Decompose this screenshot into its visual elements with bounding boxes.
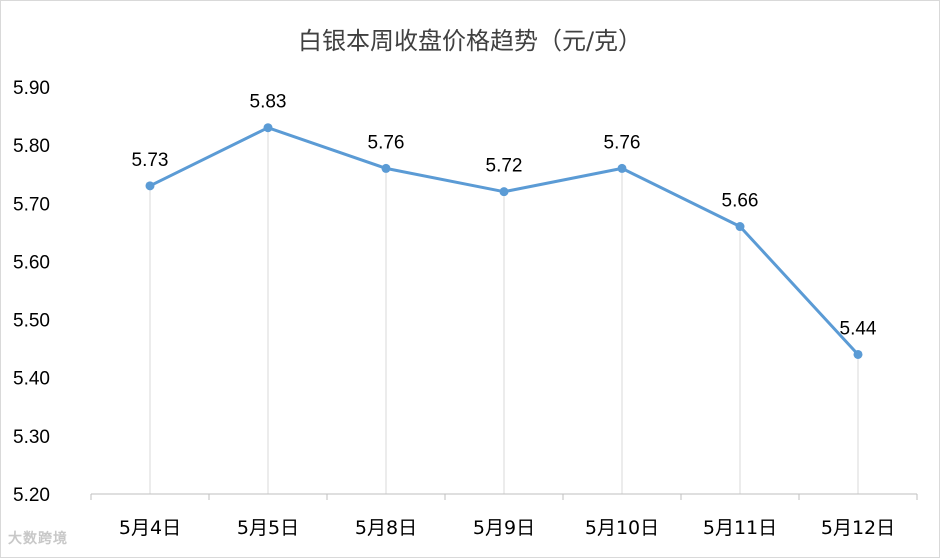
data-point bbox=[853, 349, 863, 359]
y-tick-label: 5.50 bbox=[13, 311, 50, 332]
x-axis-labels: 5月4日 5月5日 5月8日 5月9日 5月10日 5月11日 5月12日 bbox=[119, 517, 895, 539]
data-label: 5.83 bbox=[250, 92, 287, 113]
data-point bbox=[499, 187, 509, 197]
data-label: 5.72 bbox=[486, 156, 523, 177]
data-label: 5.76 bbox=[368, 132, 405, 153]
y-tick-label: 5.60 bbox=[13, 252, 50, 273]
x-tick-label: 5月8日 bbox=[355, 517, 417, 539]
x-tick-label: 5月10日 bbox=[585, 517, 659, 539]
data-point bbox=[381, 163, 391, 173]
data-point bbox=[617, 163, 627, 173]
data-labels: 5.73 5.83 5.76 5.72 5.76 5.66 5.44 bbox=[132, 92, 877, 340]
data-points bbox=[145, 123, 863, 359]
y-tick-label: 5.30 bbox=[13, 427, 50, 448]
data-label: 5.76 bbox=[604, 132, 641, 153]
x-tick-label: 5月12日 bbox=[821, 517, 895, 539]
y-tick-label: 5.40 bbox=[13, 369, 50, 390]
data-point bbox=[145, 181, 155, 191]
y-axis-labels: 5.20 5.30 5.40 5.50 5.60 5.70 5.80 5.90 bbox=[13, 78, 50, 506]
data-label: 5.73 bbox=[132, 150, 169, 171]
y-tick-label: 5.80 bbox=[13, 136, 50, 157]
y-tick-label: 5.20 bbox=[13, 485, 50, 506]
y-tick-label: 5.90 bbox=[13, 78, 50, 99]
x-tick-label: 5月4日 bbox=[119, 517, 181, 539]
data-point bbox=[263, 123, 273, 133]
watermark: 大数跨境 bbox=[8, 531, 68, 547]
drop-lines bbox=[149, 127, 859, 494]
data-label: 5.44 bbox=[840, 318, 877, 339]
y-tick-label: 5.70 bbox=[13, 194, 50, 215]
x-axis-ticks bbox=[90, 494, 918, 500]
data-point bbox=[735, 222, 745, 232]
x-tick-label: 5月11日 bbox=[703, 517, 777, 539]
x-tick-label: 5月5日 bbox=[237, 517, 299, 539]
data-label: 5.66 bbox=[722, 191, 759, 212]
chart-title: 白银本周收盘价格趋势（元/克） bbox=[298, 27, 642, 55]
x-tick-label: 5月9日 bbox=[473, 517, 535, 539]
